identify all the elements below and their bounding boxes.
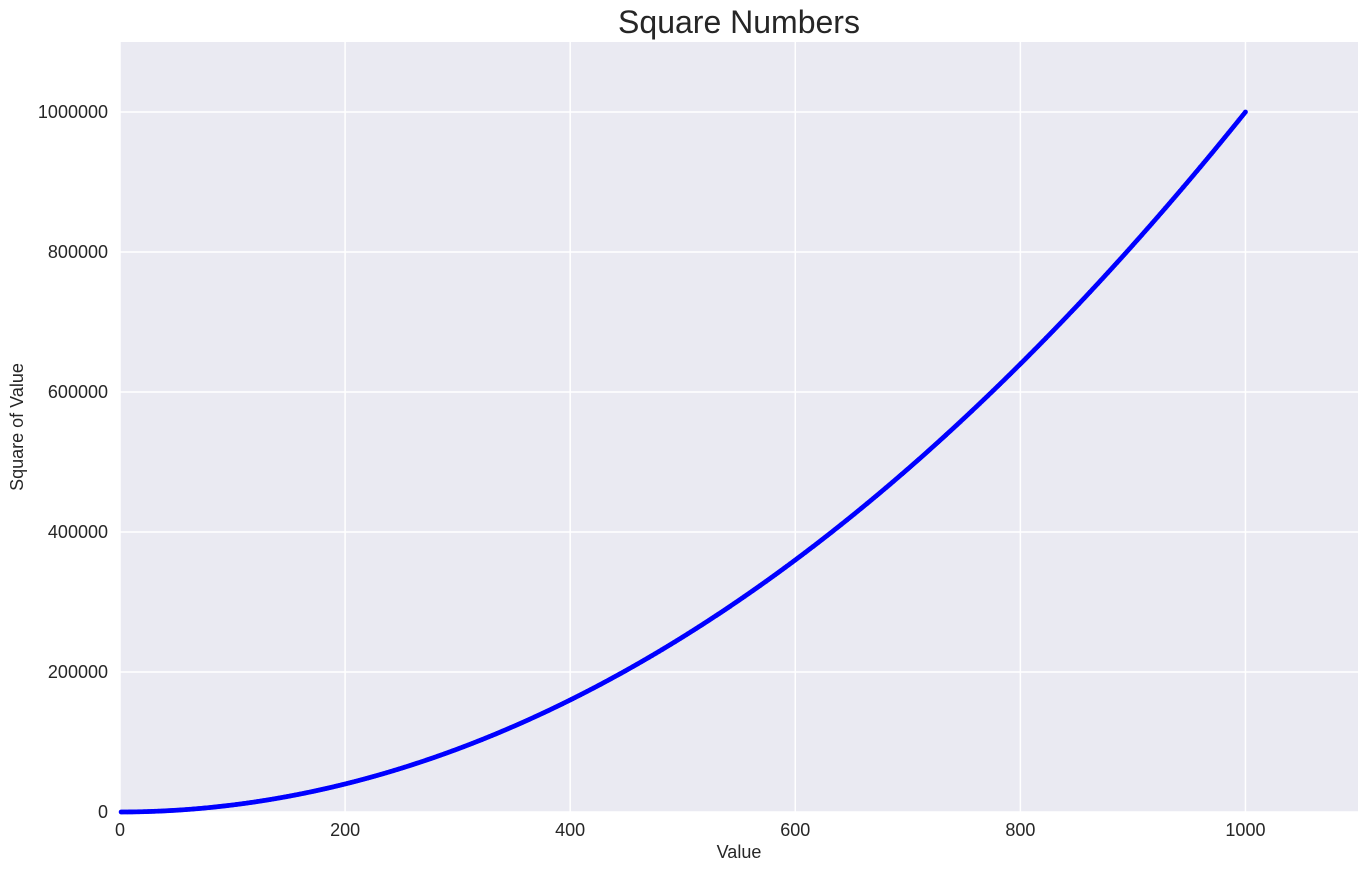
- data-points: [118, 109, 1248, 815]
- x-tick-label: 0: [115, 820, 125, 840]
- x-tick-label: 600: [780, 820, 810, 840]
- grid-lines: [119, 42, 1358, 813]
- y-axis-label: Square of Value: [7, 363, 27, 491]
- x-tick-label: 1000: [1225, 820, 1265, 840]
- y-tick-label: 200000: [48, 662, 108, 682]
- x-tick-label: 200: [330, 820, 360, 840]
- y-tick-label: 800000: [48, 242, 108, 262]
- y-tick-label: 600000: [48, 382, 108, 402]
- y-tick-label: 0: [98, 802, 108, 822]
- data-point: [1243, 109, 1248, 115]
- y-tick-label: 400000: [48, 522, 108, 542]
- chart-title: Square Numbers: [618, 4, 860, 40]
- tick-labels: 0 200 400 600 800 1000 0 200000 400000 600000 8000…: [38, 102, 1266, 840]
- x-tick-label: 400: [555, 820, 585, 840]
- x-tick-label: 800: [1005, 820, 1035, 840]
- y-tick-label: 1000000: [38, 102, 108, 122]
- x-axis-label: Value: [717, 842, 762, 862]
- plot-area: [120, 42, 1358, 812]
